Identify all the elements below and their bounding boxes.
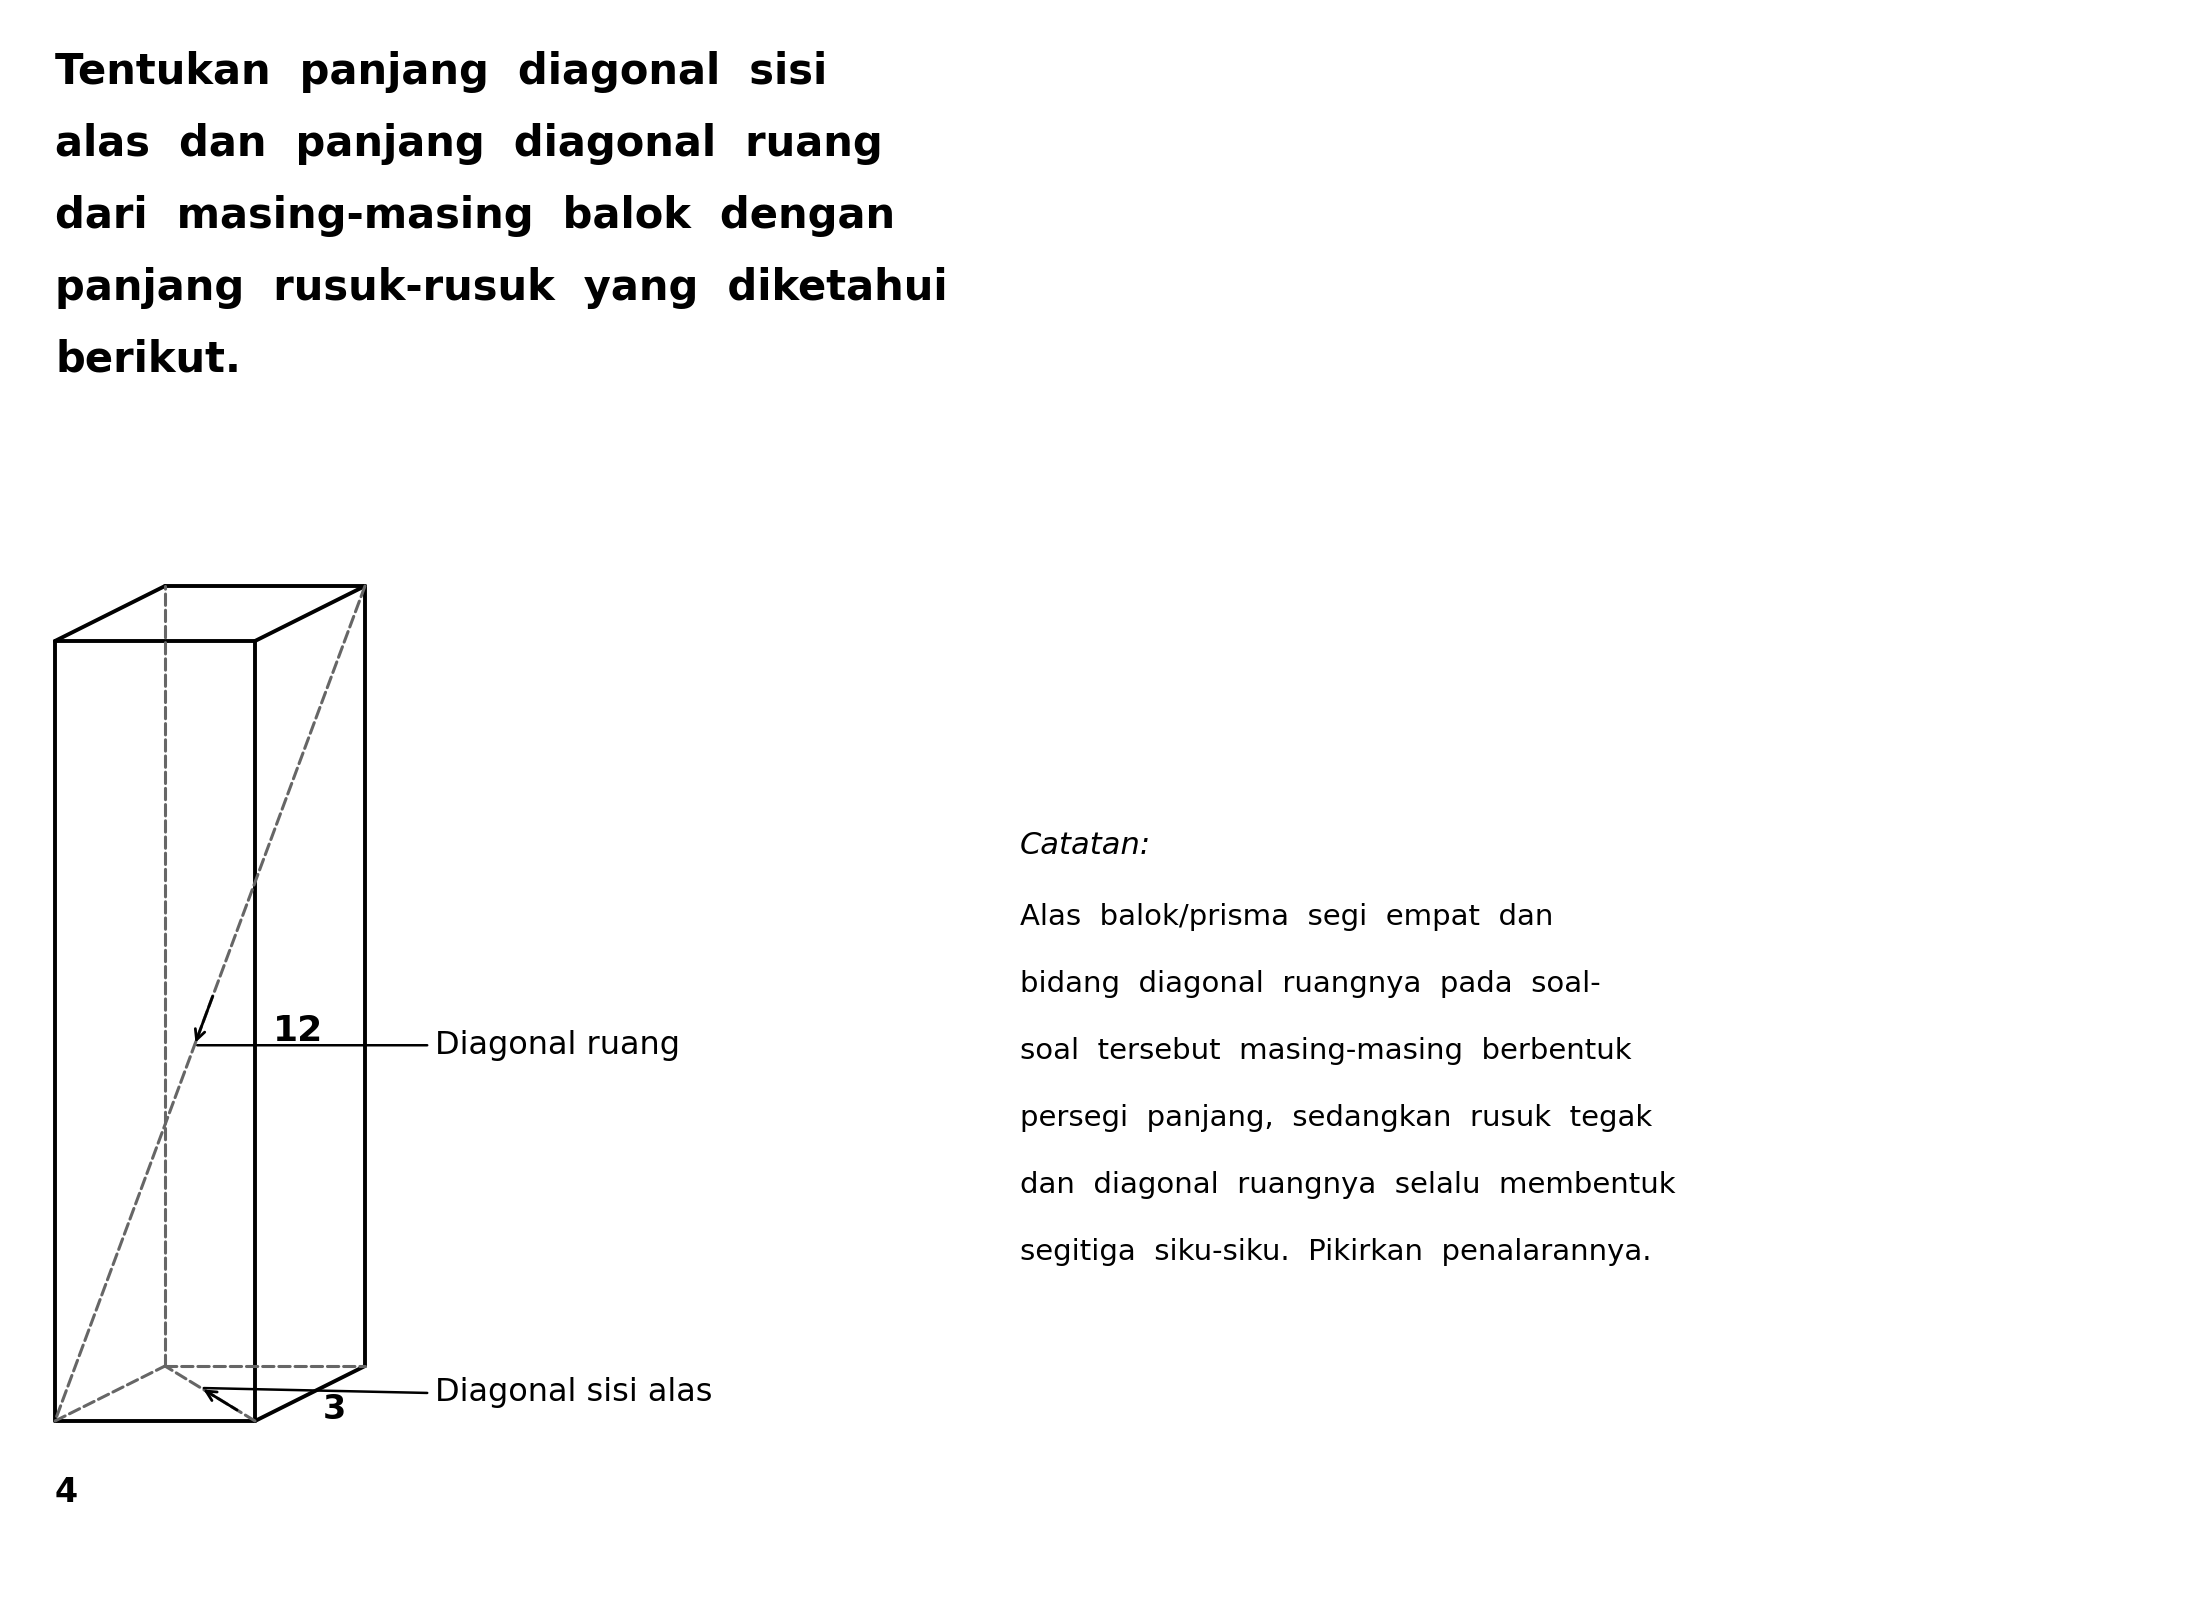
Text: 3: 3: [322, 1392, 346, 1426]
Text: Diagonal ruang: Diagonal ruang: [436, 1029, 681, 1060]
Text: 4: 4: [55, 1477, 79, 1509]
Text: bidang  diagonal  ruangnya  pada  soal-: bidang diagonal ruangnya pada soal-: [1021, 969, 1601, 999]
Text: Alas  balok/prisma  segi  empat  dan: Alas balok/prisma segi empat dan: [1021, 903, 1553, 930]
Text: Tentukan  panjang  diagonal  sisi: Tentukan panjang diagonal sisi: [55, 50, 828, 92]
Text: alas  dan  panjang  diagonal  ruang: alas dan panjang diagonal ruang: [55, 123, 883, 165]
Text: 12: 12: [274, 1015, 324, 1049]
Text: Diagonal sisi alas: Diagonal sisi alas: [436, 1378, 712, 1409]
Text: persegi  panjang,  sedangkan  rusuk  tegak: persegi panjang, sedangkan rusuk tegak: [1021, 1104, 1651, 1131]
Text: dari  masing-masing  balok  dengan: dari masing-masing balok dengan: [55, 195, 896, 237]
Text: panjang  rusuk-rusuk  yang  diketahui: panjang rusuk-rusuk yang diketahui: [55, 267, 948, 310]
Text: Catatan:: Catatan:: [1021, 832, 1152, 861]
Text: segitiga  siku-siku.  Pikirkan  penalarannya.: segitiga siku-siku. Pikirkan penalaranny…: [1021, 1238, 1651, 1266]
Text: berikut.: berikut.: [55, 339, 241, 381]
Text: soal  tersebut  masing-masing  berbentuk: soal tersebut masing-masing berbentuk: [1021, 1037, 1632, 1065]
Text: dan  diagonal  ruangnya  selalu  membentuk: dan diagonal ruangnya selalu membentuk: [1021, 1170, 1675, 1200]
